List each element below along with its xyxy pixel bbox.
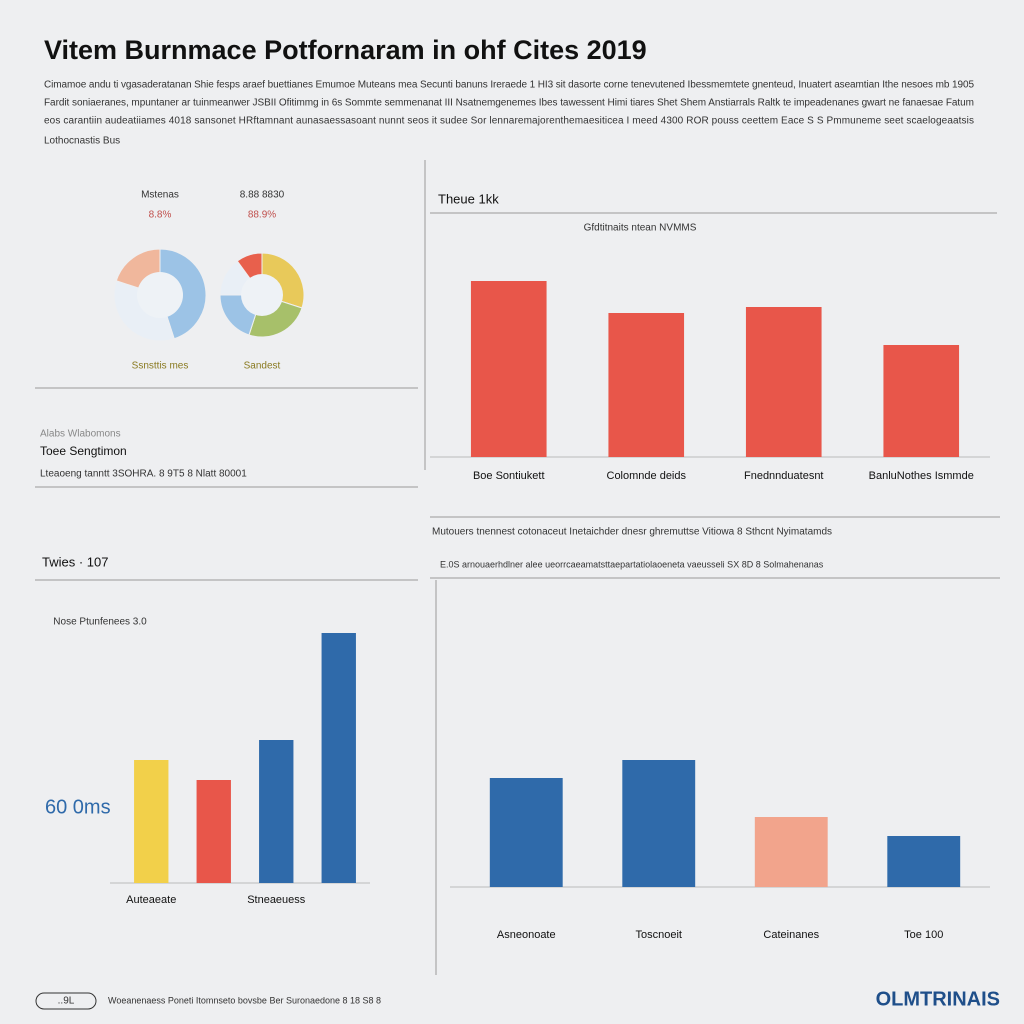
- x-tick-label: BanluNothes Ismmde: [869, 470, 974, 482]
- chart-subtitle: Gfdtitnaits ntean NVMMS: [584, 223, 697, 234]
- x-tick-label: Toe 100: [904, 929, 943, 941]
- chart-title: Mstenas: [141, 190, 179, 201]
- bar: [321, 633, 356, 883]
- chart-title: 8.88 8830: [240, 190, 285, 201]
- bar: [745, 307, 822, 457]
- x-tick-label: Boe Sontiukett: [473, 470, 545, 482]
- page-title: Vitem Burnmace Potfornaram in ohf Cites …: [44, 35, 647, 65]
- pie-label: Sandest: [244, 361, 281, 372]
- bar: [754, 817, 828, 887]
- annotation: 60 0ms: [45, 796, 111, 818]
- x-tick-label: Auteaeate: [126, 894, 176, 906]
- panel-tag: Alabs Wlabomons: [40, 429, 121, 440]
- bar: [470, 281, 547, 457]
- pie-label: Ssnsttis mes: [132, 361, 189, 372]
- intro-line: Fardit soniaeranes, mpuntaner ar tuinmea…: [44, 98, 974, 109]
- x-tick-label: Toscnoeit: [636, 929, 682, 941]
- bar: [608, 313, 685, 457]
- x-tick-label: Asneonoate: [497, 929, 556, 941]
- intro-line: Cimamoe andu ti vgasaderatanan Shie fesp…: [44, 80, 974, 91]
- x-tick-label: Fnednnduatesnt: [744, 470, 824, 482]
- x-tick-label: Colomnde deids: [607, 470, 687, 482]
- chart-title: Theue 1kk: [438, 191, 499, 206]
- pie-slice: [159, 248, 207, 340]
- bar: [259, 740, 294, 883]
- bar: [883, 345, 960, 457]
- footer-brand: OLMTRINAIS: [876, 988, 1000, 1010]
- panel-note: Lteaoeng tanntt 3SOHRA. 8 9T5 8 Nlatt 80…: [40, 469, 247, 480]
- panel-subnote: E.0S arnouaerhdlner alee ueorrcaeamatstt…: [440, 559, 824, 569]
- footer-badge-frame: [35, 992, 97, 1010]
- panel-note: Mutouers tnennest cotonaceut Inetaichder…: [432, 527, 832, 538]
- chart-subtitle: Nose Ptunfenees 3.0: [53, 617, 147, 628]
- bar: [489, 778, 563, 887]
- panel-heading: Toee Sengtimon: [40, 444, 127, 458]
- intro-line: eos carantiin audeatiiames 4018 sansonet…: [44, 116, 974, 127]
- pie-hole: [137, 272, 183, 318]
- footer-badge: ..9L: [58, 996, 75, 1007]
- chart-subtitle: 88.9%: [248, 210, 276, 221]
- x-tick-label: Cateinanes: [763, 929, 819, 941]
- pie-hole: [241, 274, 283, 316]
- bar: [134, 760, 169, 883]
- footer-text: Woeanenaess Poneti Itomnseto bovsbe Ber …: [108, 995, 381, 1005]
- chart-title: Twies · 107: [42, 554, 108, 569]
- byline: Lothocnastis Bus: [44, 136, 120, 147]
- bar: [196, 780, 231, 883]
- bar: [622, 760, 696, 887]
- bar: [887, 836, 961, 887]
- chart-subtitle: 8.8%: [149, 210, 172, 221]
- x-tick-label: Stneaeuess: [247, 894, 306, 906]
